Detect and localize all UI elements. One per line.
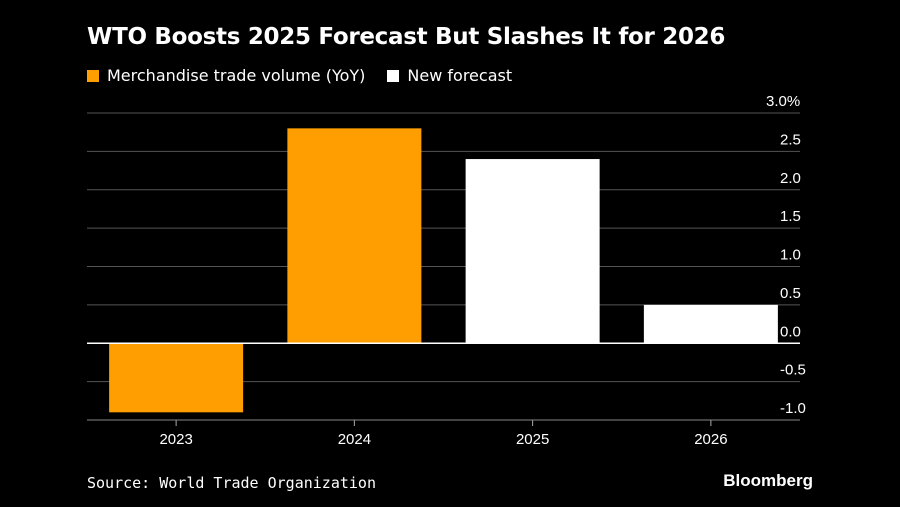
y-tick-label: 1.0 <box>780 247 801 264</box>
legend: Merchandise trade volume (YoY) New forec… <box>87 66 512 85</box>
legend-item-merchandise: Merchandise trade volume (YoY) <box>87 66 365 85</box>
bar-2024 <box>287 128 422 344</box>
legend-swatch-white <box>387 69 400 82</box>
source-note: Source: World Trade Organization <box>87 474 376 492</box>
legend-swatch-orange <box>87 69 99 82</box>
y-tick-label: 2.0 <box>780 170 801 187</box>
bar-2026 <box>643 304 778 344</box>
x-tick-label: 2025 <box>516 431 549 448</box>
x-tick-label: 2026 <box>694 431 727 448</box>
y-tick-label: -1.0 <box>780 400 806 417</box>
legend-label: New forecast <box>407 66 513 85</box>
y-tick-label: 0.5 <box>780 285 801 302</box>
y-tick-label: 1.5 <box>780 208 801 225</box>
legend-item-forecast: New forecast <box>387 66 512 85</box>
y-tick-label: 2.5 <box>780 131 801 148</box>
bar-2025 <box>465 159 600 344</box>
y-tick-label: 0.0 <box>780 323 801 340</box>
bloomberg-logo: Bloomberg <box>723 471 813 490</box>
bar-2023 <box>109 343 244 413</box>
x-tick-label: 2023 <box>159 431 192 448</box>
y-tick-label: 3.0% <box>766 93 800 110</box>
chart-title: WTO Boosts 2025 Forecast But Slashes It … <box>87 24 726 50</box>
legend-label: Merchandise trade volume (YoY) <box>107 66 366 85</box>
x-tick-label: 2024 <box>338 431 371 448</box>
y-tick-label: -0.5 <box>780 362 806 379</box>
